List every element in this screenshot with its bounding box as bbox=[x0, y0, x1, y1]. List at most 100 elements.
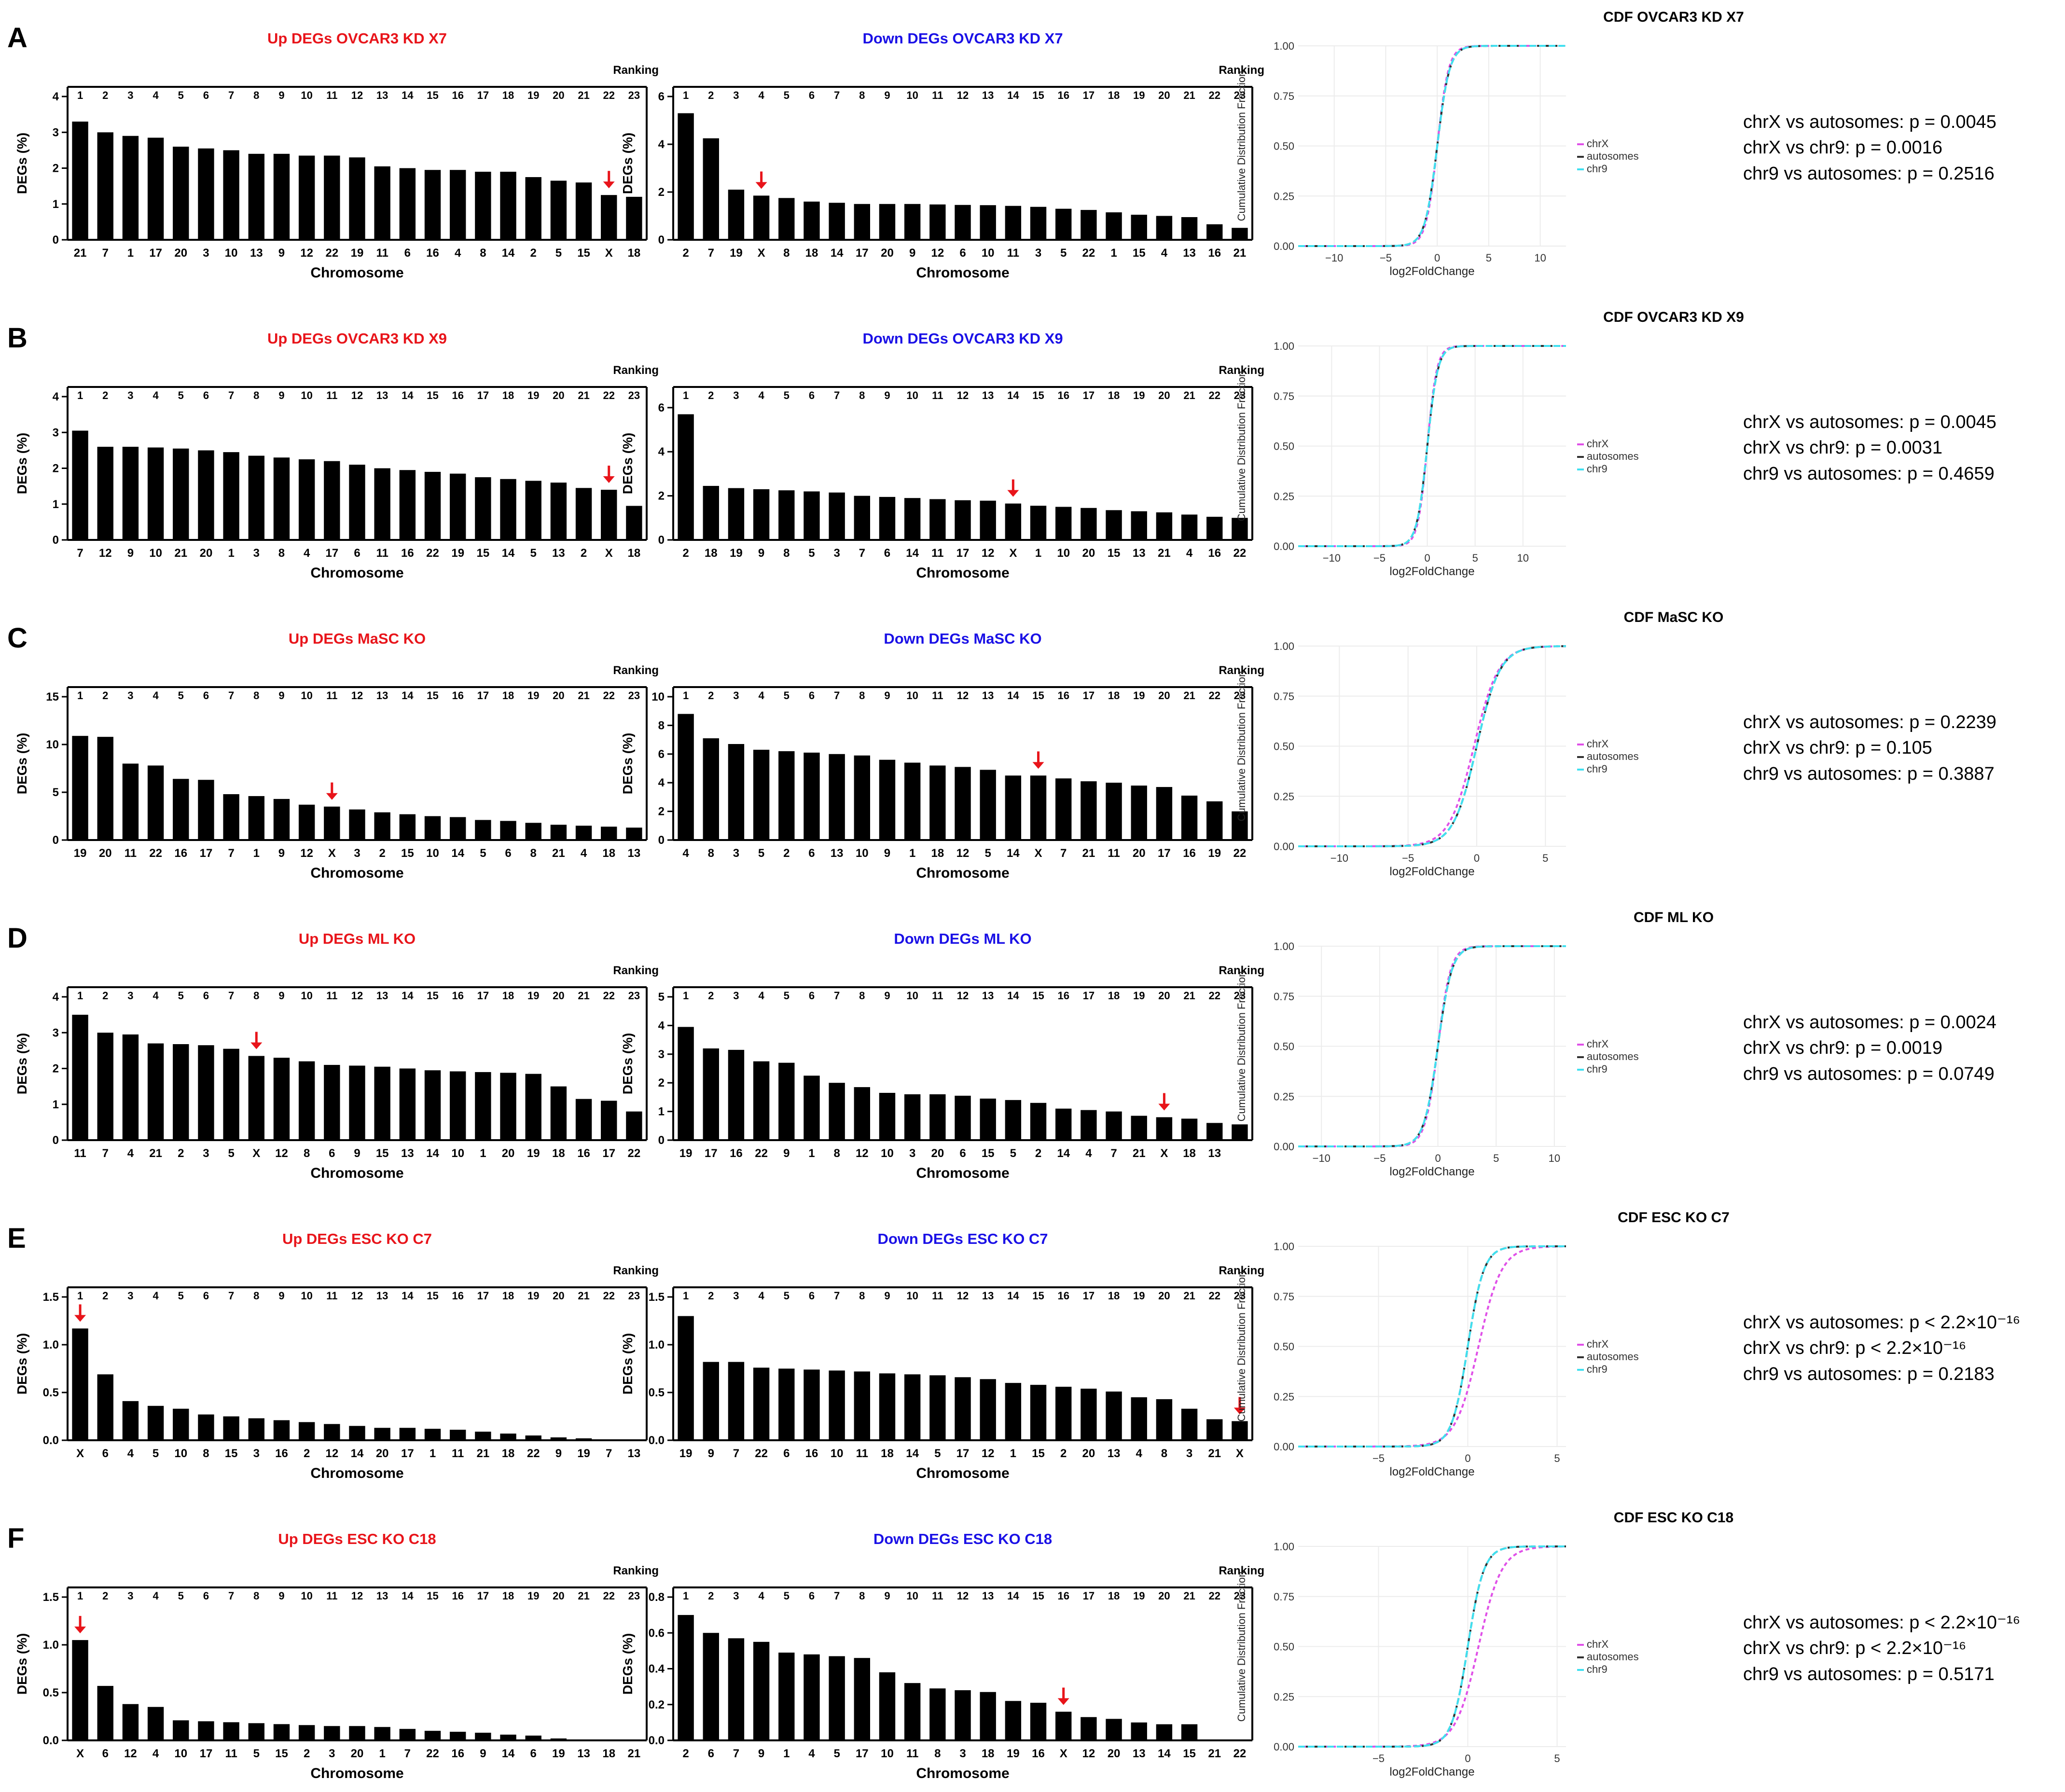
row-b-up-ytick-label: 0 bbox=[53, 534, 59, 547]
row-a-up-category-label: 11 bbox=[376, 247, 388, 260]
row-a-down-rank-tick: 8 bbox=[859, 89, 865, 101]
row-c-up-category-label: 20 bbox=[99, 847, 112, 860]
row-e-down-bar bbox=[904, 1374, 921, 1440]
row-d-down-ytick-label: 1 bbox=[658, 1105, 665, 1118]
row-c-up-category-label: 3 bbox=[354, 847, 360, 860]
row-b-up-rank-tick: 10 bbox=[301, 389, 312, 401]
row-c-down-ytick-label: 2 bbox=[658, 805, 665, 818]
row-c-up-bar bbox=[374, 812, 390, 840]
row-a-up-bar bbox=[450, 170, 466, 240]
row-a-down-bar bbox=[1106, 212, 1122, 240]
row-b-down-rank-tick: 4 bbox=[758, 389, 764, 401]
row-f-down-rank-tick: 14 bbox=[1007, 1590, 1019, 1602]
row-c-down-bar bbox=[1131, 786, 1147, 840]
row-f-down-rank-tick: 20 bbox=[1158, 1590, 1170, 1602]
row-e-up-category-label: 21 bbox=[477, 1447, 490, 1460]
row-c-down-bar bbox=[1156, 787, 1173, 840]
row-e-down-category-label: 11 bbox=[856, 1447, 868, 1460]
row-d-cdf-legend-label: autosomes bbox=[1587, 1050, 1639, 1062]
row-d-up-bar bbox=[424, 1070, 441, 1140]
row-a-up-rank-tick: 16 bbox=[452, 89, 463, 101]
row-e-down-rank-tick: 23 bbox=[1234, 1290, 1246, 1302]
row-d-down-bar bbox=[678, 1027, 694, 1140]
row-b-up-bar bbox=[147, 447, 164, 540]
row-a-up-rank-tick: 15 bbox=[427, 89, 438, 101]
row-b-down-category-label: 17 bbox=[956, 547, 970, 560]
row-d-up-category-label: X bbox=[252, 1147, 260, 1160]
row-f-up-category-label: 20 bbox=[351, 1747, 364, 1760]
row-f-up-bar bbox=[525, 1736, 541, 1740]
row-d-down-rank-tick: 21 bbox=[1183, 990, 1195, 1002]
row-c-down-rank-tick: 18 bbox=[1108, 689, 1120, 702]
row-c-down-rank-tick: 9 bbox=[884, 689, 890, 702]
row-d-down-rank-tick: 13 bbox=[982, 990, 994, 1002]
row-f-up-rank-tick: 17 bbox=[477, 1590, 489, 1602]
row-f-down-bar bbox=[728, 1638, 745, 1740]
row-c-down-ytick-label: 4 bbox=[658, 776, 665, 789]
row-b-up-bar bbox=[601, 490, 617, 540]
row-e-up-bar bbox=[399, 1428, 416, 1440]
row-b-down-category-label: 4 bbox=[1186, 547, 1193, 560]
row-f-cdf-curve-chrX bbox=[1298, 1545, 1566, 1748]
row-b-up-category-label: 20 bbox=[200, 547, 213, 560]
row-b-cdf-ytick-label: 0.25 bbox=[1274, 490, 1294, 502]
row-b-up-bar bbox=[248, 455, 264, 540]
row-f-down-category-label: 12 bbox=[1082, 1747, 1095, 1760]
row-d-up-category-label: 2 bbox=[178, 1147, 184, 1160]
row-b-cdf-legend-label: chr9 bbox=[1587, 463, 1608, 475]
row-b-up-category-label: 13 bbox=[552, 547, 565, 560]
row-b-down-bar bbox=[678, 414, 694, 540]
row-c-down-category-label: 13 bbox=[831, 847, 844, 860]
row-a-down-rank-tick: 10 bbox=[906, 89, 918, 101]
row-b-down-category-label: 18 bbox=[705, 547, 718, 560]
row-c-cdf-legend-label: chr9 bbox=[1587, 763, 1608, 775]
row-e-up-category-label: 3 bbox=[253, 1447, 260, 1460]
row-f-up-category-label: 11 bbox=[225, 1747, 237, 1760]
row-f-cdf-ytick-label: 0.25 bbox=[1274, 1691, 1294, 1703]
row-e-down-bar bbox=[929, 1375, 946, 1440]
row-a-down-bar bbox=[778, 198, 795, 240]
row-a-up-bar bbox=[424, 170, 441, 240]
row-b-down-rank-tick: 17 bbox=[1083, 389, 1095, 401]
row-a-up-rank-tick: 13 bbox=[376, 89, 388, 101]
row-f-up-rank-tick: 9 bbox=[278, 1590, 284, 1602]
row-e-up-bar bbox=[72, 1328, 88, 1440]
row-b-down-title: Down DEGs OVCAR3 KD X9 bbox=[862, 330, 1063, 347]
row-f-up-rank-tick: 19 bbox=[527, 1590, 539, 1602]
row-d-down-category-label: 5 bbox=[1010, 1147, 1016, 1160]
row-f-up-xlabel: Chromosome bbox=[310, 1765, 403, 1781]
row-b-up-rank-tick: 14 bbox=[402, 389, 414, 401]
row-a-up-rank-tick: 9 bbox=[278, 89, 284, 101]
row-b-down-bar bbox=[778, 490, 795, 540]
row-c-up-rank-tick: 17 bbox=[477, 689, 489, 702]
row-a-down-rank-tick: 1 bbox=[683, 89, 689, 101]
row-d-down-ytick-label: 4 bbox=[658, 1019, 665, 1032]
row-f-up-rank-tick: 20 bbox=[553, 1590, 564, 1602]
row-f-down-category-label: 4 bbox=[808, 1747, 815, 1760]
row-e-down-bar bbox=[1156, 1399, 1173, 1440]
row-b-up-rank-tick: 13 bbox=[376, 389, 388, 401]
row-c-up-category-label: 16 bbox=[174, 847, 187, 860]
row-e-up-rank-tick: 18 bbox=[502, 1290, 514, 1302]
row-b-up-bar bbox=[450, 473, 466, 540]
row-a-down-category-label: 15 bbox=[1133, 247, 1146, 260]
row-b-down-rank-tick: 2 bbox=[708, 389, 714, 401]
row-d-down-rank-tick: 2 bbox=[708, 990, 714, 1002]
row-d-cdf-curve-chr9 bbox=[1298, 945, 1566, 1147]
row-a-down-bar bbox=[1206, 224, 1223, 240]
row-c-up-rank-tick: 20 bbox=[553, 689, 564, 702]
row-f-up-category-label: 4 bbox=[152, 1747, 159, 1760]
row-c-down-bar bbox=[1106, 783, 1122, 840]
row-d-up-ytick-label: 1 bbox=[53, 1098, 59, 1111]
row-d-up-ylabel: DEGs (%) bbox=[14, 1033, 29, 1095]
row-d-down-category-label: 22 bbox=[755, 1147, 768, 1160]
row-a-up-ytick-label: 0 bbox=[53, 234, 59, 247]
row-c-cdf-title: CDF MaSC KO bbox=[1624, 609, 1724, 625]
row-b-up-bar bbox=[298, 459, 315, 540]
row-f-down-bar bbox=[1131, 1722, 1147, 1740]
row-b-up-rank-tick: 11 bbox=[326, 389, 337, 401]
row-d-down-bar bbox=[829, 1083, 845, 1140]
row-e-up-ytick-label: 1.5 bbox=[43, 1291, 59, 1304]
row-b-down-category-label: 6 bbox=[884, 547, 890, 560]
row-a-down-rank-tick: 9 bbox=[884, 89, 890, 101]
